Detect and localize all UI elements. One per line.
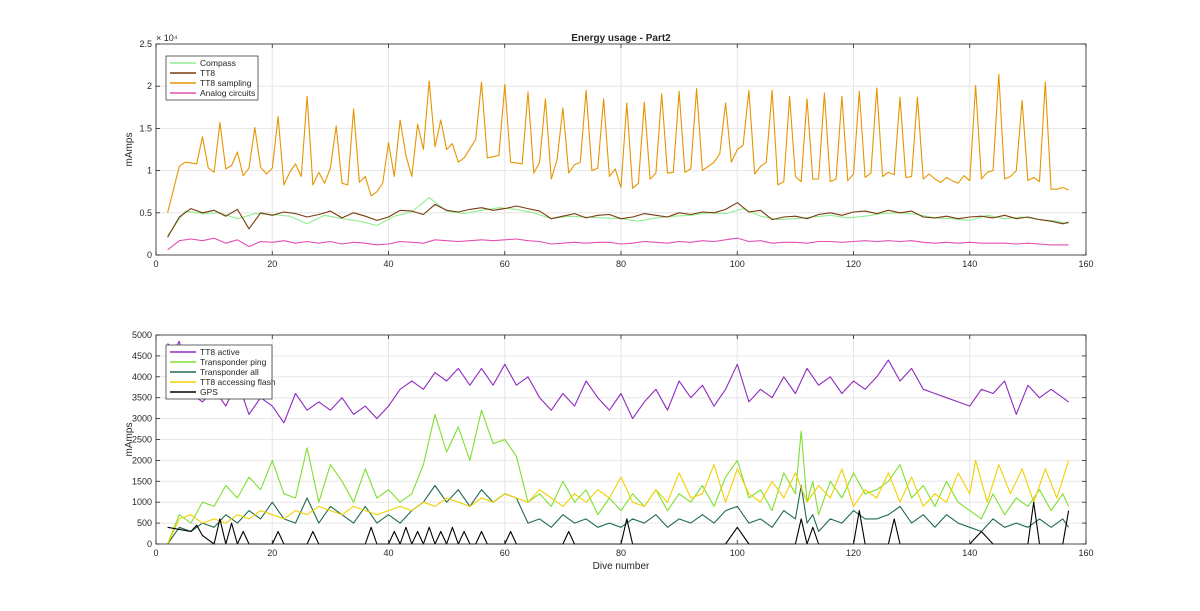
y-axis-label: mAmps xyxy=(124,423,135,457)
y-tick-label: 1 xyxy=(147,166,152,176)
y-tick-label: 4000 xyxy=(132,372,152,382)
legend-label: Transponder ping xyxy=(200,357,267,367)
x-tick-label: 80 xyxy=(616,259,626,269)
x-tick-label: 100 xyxy=(730,548,745,558)
series-line-analog-circuits xyxy=(167,237,1069,251)
x-tick-label: 160 xyxy=(1078,259,1093,269)
y-tick-label: 2 xyxy=(147,81,152,91)
x-tick-label: 140 xyxy=(962,259,977,269)
x-tick-label: 160 xyxy=(1078,548,1093,558)
y-tick-label: 3500 xyxy=(132,393,152,403)
x-tick-label: 60 xyxy=(500,259,510,269)
x-tick-label: 120 xyxy=(846,259,861,269)
y-tick-label: 500 xyxy=(137,518,152,528)
y-tick-label: 1000 xyxy=(132,497,152,507)
y-tick-label: 2000 xyxy=(132,455,152,465)
series-line-tt8-active xyxy=(167,340,1069,424)
bottom-axes: 0 20 40 60 80 100 120 140 160 0 500 1000 1500 2000 250… xyxy=(124,330,1094,572)
legend-label: GPS xyxy=(200,387,218,397)
x-tick-label: 60 xyxy=(500,548,510,558)
y-tick-label: 3000 xyxy=(132,414,152,424)
series-line-tt8-accessing-flash xyxy=(167,459,1070,545)
top-axes: 0 20 40 60 80 100 120 140 160 0 0.5 1 1.5 2 2.5 × 10⁴ En… xyxy=(124,33,1094,269)
x-tick-label: 100 xyxy=(730,259,745,269)
x-tick-label: 0 xyxy=(153,259,158,269)
legend-label: TT8 sampling xyxy=(200,78,252,88)
y-tick-label: 4500 xyxy=(132,351,152,361)
y-axis-label: mAmps xyxy=(124,133,135,167)
x-tick-label: 40 xyxy=(383,259,393,269)
legend-label: Analog circuits xyxy=(200,88,255,98)
series-line-tt8-sampling xyxy=(167,73,1069,213)
x-tick-label: 20 xyxy=(267,259,277,269)
x-tick-label: 80 xyxy=(616,548,626,558)
y-tick-label: 0.5 xyxy=(139,208,152,218)
series-line-compass xyxy=(167,197,1069,236)
y-tick-label: 2.5 xyxy=(139,39,152,49)
chart-title: Energy usage - Part2 xyxy=(571,33,671,44)
y-tick-label: 1500 xyxy=(132,476,152,486)
y-tick-label: 5000 xyxy=(132,330,152,340)
x-tick-label: 120 xyxy=(846,548,861,558)
y-tick-label: 0 xyxy=(147,539,152,549)
series-line-tt8 xyxy=(167,202,1069,238)
legend-label: TT8 active xyxy=(200,347,240,357)
legend-label: TT8 xyxy=(200,68,215,78)
x-tick-label: 20 xyxy=(267,548,277,558)
y-tick-label: 0 xyxy=(147,250,152,260)
series-line-transponder-all xyxy=(167,484,1070,545)
x-axis-label: Dive number xyxy=(593,561,650,572)
legend-label: Transponder all xyxy=(200,367,259,377)
x-tick-label: 140 xyxy=(962,548,977,558)
series-line-transponder-ping xyxy=(167,409,1070,545)
series-line-gps xyxy=(167,501,1070,545)
legend-label: TT8 accessing flash xyxy=(200,377,276,387)
y-tick-label: 2500 xyxy=(132,435,152,445)
x-tick-label: 0 xyxy=(153,548,158,558)
y-exponent-label: × 10⁴ xyxy=(156,33,178,43)
y-tick-label: 1.5 xyxy=(139,123,152,133)
x-tick-label: 40 xyxy=(383,548,393,558)
legend-label: Compass xyxy=(200,58,236,68)
